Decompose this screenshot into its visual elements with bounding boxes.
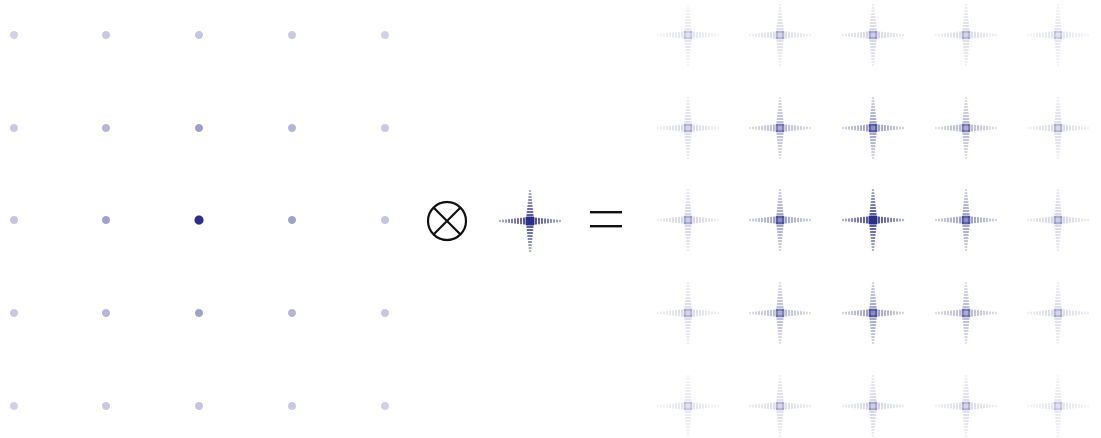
lattice-point [194, 215, 204, 225]
lattice-point [102, 309, 110, 317]
lattice-point [288, 124, 296, 132]
lattice-point [195, 402, 203, 410]
lattice-point [288, 216, 296, 224]
result-star-icon [935, 4, 997, 66]
lattice-point [10, 309, 18, 317]
result-star-icon [935, 189, 997, 251]
kernel-star-icon [499, 190, 561, 252]
lattice-point [195, 309, 203, 317]
lattice-point [10, 124, 18, 132]
result-star-icon [657, 97, 719, 159]
lattice-point [288, 31, 296, 39]
result-star-icon [935, 375, 997, 437]
result-star-icon [749, 4, 811, 66]
result-star-icon [842, 189, 904, 251]
result-star-icon [935, 282, 997, 344]
result-star-icon [842, 282, 904, 344]
result-star-icon [1027, 282, 1089, 344]
lattice-point [381, 402, 389, 410]
lattice-point [381, 31, 389, 39]
result-star-icon [1027, 375, 1089, 437]
cross-kernel [499, 190, 561, 252]
result-star-icon [657, 4, 719, 66]
lattice-point [288, 402, 296, 410]
lattice-point [10, 31, 18, 39]
lattice-point [10, 216, 18, 224]
point-lattice-grid [10, 31, 389, 410]
result-star-icon [657, 375, 719, 437]
result-star-icon [657, 189, 719, 251]
lattice-point [381, 124, 389, 132]
lattice-point [381, 309, 389, 317]
result-star-icon [842, 375, 904, 437]
result-star-icon [749, 282, 811, 344]
result-star-icon [749, 189, 811, 251]
lattice-point [102, 216, 110, 224]
lattice-point [102, 124, 110, 132]
result-star-icon [749, 375, 811, 437]
result-pattern-grid [657, 4, 1089, 437]
result-star-icon [1027, 4, 1089, 66]
convolution-operator-icon [426, 200, 468, 242]
lattice-point [102, 31, 110, 39]
lattice-point [102, 402, 110, 410]
result-star-icon [657, 282, 719, 344]
lattice-point [381, 216, 389, 224]
result-star-icon [1027, 97, 1089, 159]
result-star-icon [842, 4, 904, 66]
lattice-point [195, 124, 203, 132]
result-star-icon [842, 97, 904, 159]
lattice-point [288, 309, 296, 317]
result-star-icon [1027, 189, 1089, 251]
equals-sign-icon [590, 211, 622, 228]
result-star-icon [749, 97, 811, 159]
lattice-point [195, 31, 203, 39]
lattice-point [10, 402, 18, 410]
result-star-icon [935, 97, 997, 159]
